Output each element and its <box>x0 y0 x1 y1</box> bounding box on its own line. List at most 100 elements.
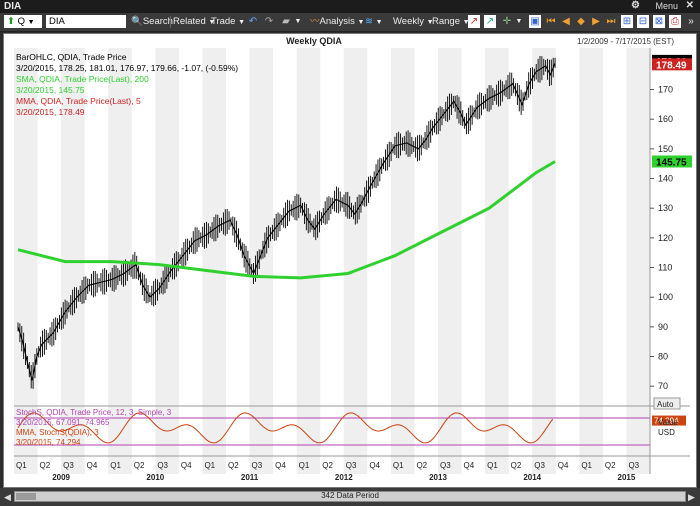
window-titlebar: DIA ⚙ Menu ✕ <box>0 0 700 13</box>
y-tick-label: 150 <box>658 144 673 154</box>
symbol-type-value: Q <box>17 16 25 27</box>
x-quarter-label: Q3 <box>157 461 168 470</box>
stoch-legend-line: StochS, QDIA, Trade Price, 12, 3, Simple… <box>16 408 172 417</box>
mma-line <box>17 62 556 381</box>
legend-line: BarOHLC, QDIA, Trade Price <box>16 52 127 62</box>
stoch-line <box>17 412 554 444</box>
price-badge-label: 145.75 <box>656 157 687 168</box>
chevron-down-icon: ▼ <box>426 19 434 26</box>
stoch-badge-bg <box>652 415 686 426</box>
x-year-label: 2013 <box>429 473 447 482</box>
menu-button[interactable]: Menu <box>655 1 678 11</box>
chevron-down-icon: ▼ <box>27 19 35 26</box>
x-quarter-label: Q1 <box>581 461 592 470</box>
scroll-left-icon[interactable]: ◀ <box>4 492 11 502</box>
stoch-legend-line: 3/20/2015, 74.294 <box>16 438 81 447</box>
x-quarter-label: Q4 <box>275 461 286 470</box>
zoom-out-icon[interactable]: ⊟ <box>637 15 649 28</box>
studies-icon[interactable]: ≋ ▼ <box>365 16 383 27</box>
quarter-band <box>579 48 603 474</box>
trade-menu[interactable]: Trade ▼ <box>211 15 245 29</box>
first-icon[interactable]: ⏮ <box>546 16 556 27</box>
auto-scale-button[interactable]: Auto <box>653 397 681 410</box>
price-badge: 145.75 <box>652 155 692 168</box>
x-quarter-label: Q2 <box>511 461 522 470</box>
symbol-type-select[interactable]: ⬆ Q ▼ <box>4 15 42 28</box>
last-icon[interactable]: ⏭ <box>606 16 616 27</box>
price-badge-bg <box>652 58 692 71</box>
chevron-down-icon[interactable]: ▼ <box>294 18 302 25</box>
range-label: Range <box>432 16 460 27</box>
horizontal-scrollbar[interactable]: 342 Data Period <box>14 491 686 502</box>
y-tick-label: 80 <box>658 352 668 362</box>
x-year-label: 2012 <box>335 473 353 482</box>
scroll-icon[interactable]: ◆ <box>577 16 585 27</box>
auto-button-label: Auto <box>657 400 674 409</box>
scroll-thumb[interactable] <box>16 493 36 500</box>
zoom-in-icon[interactable]: ⊞ <box>621 15 633 28</box>
price-chart[interactable]: 70 80 90 100 110 120 130 140 150 160 170 Q1 Q2 Q3 Q4 Q1… <box>4 34 696 487</box>
more-icon[interactable]: » <box>688 16 694 27</box>
x-year-label: 2014 <box>523 473 541 482</box>
analysis-menu[interactable]: 〰Analysis ▼ <box>310 15 364 29</box>
x-quarter-label: Q1 <box>393 461 404 470</box>
x-quarter-label: Q4 <box>558 461 569 470</box>
range-menu[interactable]: Range ▼ <box>432 15 470 29</box>
fit-icon[interactable]: ⊠ <box>653 15 665 28</box>
y-tick-label: 120 <box>658 233 673 243</box>
close-icon[interactable]: ✕ <box>685 0 694 11</box>
quarter-band <box>485 48 509 474</box>
x-quarter-label: Q3 <box>346 461 357 470</box>
prev-icon[interactable]: ◀ <box>562 16 570 27</box>
x-quarter-label: Q2 <box>605 461 616 470</box>
chart-date-range: 1/2/2009 - 7/17/2015 (EST) <box>577 37 674 46</box>
chevron-down-icon: ▼ <box>208 19 216 26</box>
x-quarter-label: Q2 <box>40 461 51 470</box>
legend-line: SMA, QDIA, Trade Price(Last), 200 <box>16 74 149 84</box>
auto-button-bg <box>653 397 681 410</box>
y-tick-label: 160 <box>658 114 673 124</box>
period-label: Weekly <box>393 16 424 27</box>
x-year-label: 2010 <box>146 473 164 482</box>
chevron-down-icon: ▼ <box>238 19 246 26</box>
layout-icon[interactable]: ▣ <box>529 15 541 28</box>
related-menu[interactable]: Related ▼ <box>173 15 215 29</box>
search-button[interactable]: 🔍Search <box>131 15 173 29</box>
folder-icon[interactable]: ▰ <box>282 16 290 27</box>
x-quarter-label: Q4 <box>464 461 475 470</box>
stoch-legend-line: 3/20/2015, 67.091, 74.965 <box>16 418 110 427</box>
redo-icon[interactable]: ↷ <box>264 16 274 27</box>
y-tick-label: 110 <box>658 263 672 273</box>
crosshair-icon[interactable]: ✛ <box>502 16 512 27</box>
chart-style-icon[interactable]: ↗ <box>468 15 480 28</box>
symbol-input[interactable]: DIA <box>46 15 126 28</box>
undo-icon[interactable]: ↶ <box>248 16 258 27</box>
x-quarter-label: Q2 <box>416 461 427 470</box>
chart-panel: 70 80 90 100 110 120 130 140 150 160 170 Q1 Q2 Q3 Q4 Q1… <box>3 33 697 488</box>
legend-line: 3/20/2015, 145.75 <box>16 85 85 95</box>
chevron-down-icon[interactable]: ▼ <box>515 18 523 25</box>
x-quarter-label: Q2 <box>322 461 333 470</box>
related-label: Related <box>173 16 206 27</box>
stoch-badge: 74.294 <box>652 415 686 426</box>
window-title: DIA <box>4 1 22 12</box>
scroll-right-icon[interactable]: ▶ <box>688 492 695 502</box>
quarter-band <box>14 48 38 474</box>
period-menu[interactable]: Weekly ▼ <box>393 15 434 29</box>
quarter-band <box>390 48 415 474</box>
x-quarter-label: Q1 <box>204 461 215 470</box>
x-quarter-label: Q3 <box>252 461 263 470</box>
next-icon[interactable]: ▶ <box>592 16 600 27</box>
divider <box>170 16 171 28</box>
quarter-band <box>202 48 226 474</box>
quarter-band <box>343 48 368 474</box>
quarter-band <box>626 48 650 474</box>
x-year-label: 2011 <box>241 473 259 482</box>
print-icon[interactable]: ⎙ <box>669 15 681 28</box>
x-year-label: 2015 <box>618 473 636 482</box>
quarter-band <box>249 48 274 474</box>
chart-title: Weekly QDIA <box>286 36 342 46</box>
gear-icon[interactable]: ⚙ <box>631 0 640 11</box>
draw-line-icon[interactable]: ↗ <box>484 15 496 28</box>
x-quarter-label: Q1 <box>110 461 121 470</box>
